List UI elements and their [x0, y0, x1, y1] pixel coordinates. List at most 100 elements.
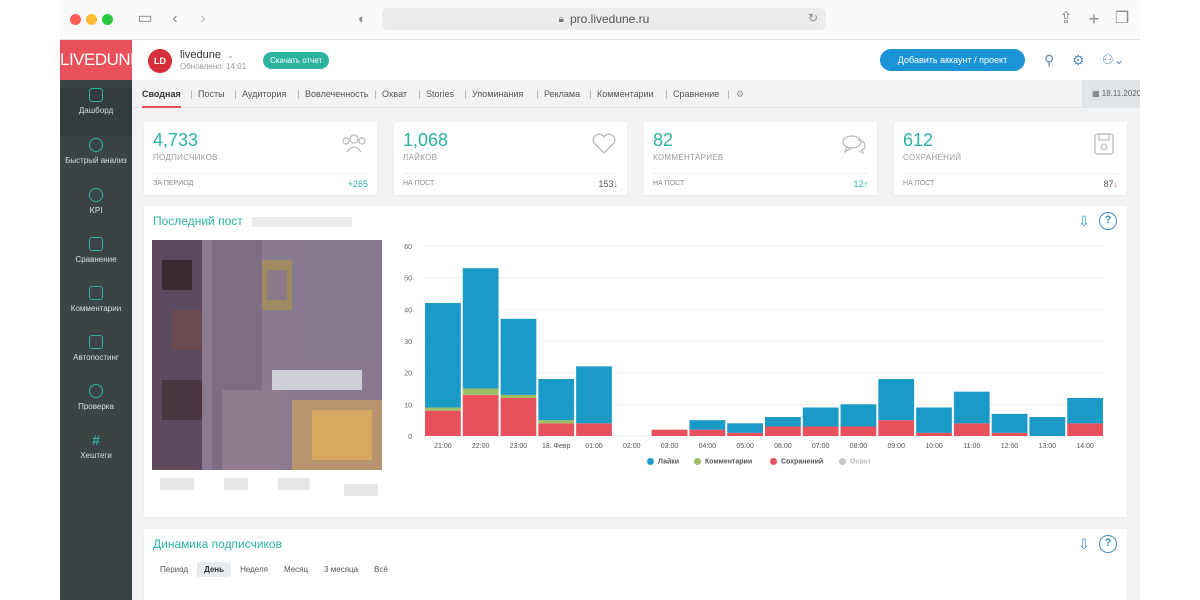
tab-settings-icon[interactable]: ⚙ — [736, 89, 745, 99]
tab-engagement[interactable]: Вовлеченность — [305, 89, 369, 99]
period-3months-button[interactable]: 3 месяца — [324, 564, 359, 574]
app-header: LD livedune ⌄ Обновлено: 14:01 Скачать о… — [132, 40, 1140, 80]
x-tick-label: 01:00 — [585, 443, 603, 450]
tab-ads[interactable]: Реклама — [544, 89, 581, 99]
livedune-logo[interactable]: LIVEDUNE — [60, 40, 142, 80]
sidebar-item-check[interactable]: Проверка — [60, 384, 132, 432]
last-post-panel: Последний пост ⇩ ? — [144, 206, 1127, 517]
tab-summary[interactable]: Сводная — [142, 80, 181, 108]
forward-icon[interactable]: › — [200, 10, 206, 27]
calendar-icon: ▦ — [1092, 89, 1102, 98]
tab-separator — [191, 90, 192, 99]
tab-mentions[interactable]: Упоминания — [472, 89, 524, 99]
legend-comments-label: Комментарии — [705, 458, 753, 466]
check-shield-icon — [89, 384, 103, 398]
help-icon[interactable]: ? — [1099, 535, 1117, 553]
sidebar-item-label: Проверка — [78, 402, 114, 411]
tab-comparison[interactable]: Сравнение — [673, 89, 720, 99]
bar-segment — [538, 379, 575, 421]
divider — [153, 173, 368, 174]
blurred-stat — [344, 484, 378, 496]
user-menu-icon[interactable]: ⚇⌄ — [1102, 52, 1125, 67]
share-icon[interactable]: ⇪ — [1059, 10, 1073, 27]
download-icon[interactable]: ⇩ — [1078, 213, 1090, 229]
chevron-down-icon: ⌄ — [227, 51, 234, 60]
help-icon[interactable]: ? — [1099, 212, 1117, 230]
gear-icon[interactable]: ⚙ — [1072, 52, 1085, 68]
sidebar-item-comments[interactable]: Комментарии — [60, 286, 132, 334]
period-month-button[interactable]: Месяц — [283, 564, 309, 574]
bar-segment — [916, 432, 952, 436]
heart-icon — [592, 133, 616, 154]
x-tick-label: 23:00 — [510, 443, 528, 450]
bar-segment — [802, 407, 839, 427]
x-tick-label: 13:00 — [1039, 443, 1057, 450]
lock-icon: 🔒︎ — [558, 13, 564, 25]
reload-icon[interactable]: ↻ — [807, 11, 818, 25]
sidebar: LIVEDUNE Дашборд Быстрый анализ KPI Срав… — [60, 40, 142, 600]
sidebar-item-comparison[interactable]: Сравнение — [60, 237, 132, 285]
stat-foot-value: 12 — [853, 179, 864, 189]
add-account-button[interactable]: Добавить аккаунт / проект — [880, 49, 1025, 71]
legend-item-reach[interactable]: Охват — [839, 458, 871, 465]
tab-audience[interactable]: Аудитория — [242, 89, 287, 99]
download-icon[interactable]: ⇩ — [1078, 536, 1090, 552]
stat-value: 612 — [903, 130, 934, 150]
tab-comments[interactable]: Комментарии — [597, 89, 654, 99]
sidebar-item-autoposting[interactable]: Автопостинг — [60, 335, 132, 383]
bar-segment — [765, 426, 801, 436]
legend-item-comments[interactable]: Комментарии — [694, 458, 752, 465]
legend-likes-label: Лайки — [658, 458, 680, 466]
comments-icon — [842, 135, 866, 155]
tab-posts[interactable]: Посты — [198, 89, 225, 99]
period-day-button[interactable]: День — [197, 561, 232, 577]
minimize-window-button[interactable] — [86, 14, 97, 25]
sidebar-item-hashtags[interactable]: # Хештеги — [60, 433, 132, 481]
bar-segment — [689, 429, 726, 436]
period-week-button[interactable]: Неделя — [240, 564, 268, 574]
privacy-shield-icon[interactable]: ◐ — [358, 11, 366, 26]
sidebar-toggle-icon[interactable]: ▭ — [137, 10, 153, 27]
bar-segment — [727, 432, 763, 436]
tab-separator — [235, 90, 236, 99]
bar-segment — [840, 426, 877, 436]
sidebar-item-dashboard[interactable]: Дашборд — [60, 88, 132, 136]
back-icon[interactable]: ‹ — [172, 10, 178, 27]
stat-card-saves: 612 СОХРАНЕНИЙ НА ПОСТ 87↓ — [894, 122, 1127, 195]
date-range-picker[interactable]: ▦ 18.11.2020 - 18.02.2021 ⌄ — [1082, 80, 1140, 108]
main-content: 4,733 ПОДПИСЧИКОВ ЗА ПЕРИОД +265 1,068 Л… — [132, 108, 1140, 600]
legend-reach-label: Охват — [850, 458, 871, 466]
bar-segment — [538, 423, 575, 436]
tab-reach[interactable]: Охват — [382, 89, 408, 99]
arrow-up-icon: ↑ — [863, 179, 869, 189]
tab-separator — [419, 90, 420, 99]
sidebar-item-quick-analysis[interactable]: Быстрый анализ — [60, 138, 132, 186]
period-label: Период — [160, 564, 189, 574]
close-window-button[interactable] — [70, 14, 81, 25]
bar-segment — [651, 429, 688, 436]
maximize-window-button[interactable] — [102, 14, 113, 25]
legend-item-likes[interactable]: Лайки — [647, 458, 679, 465]
sidebar-item-kpi[interactable]: KPI — [60, 188, 132, 236]
bar-segment — [500, 394, 537, 398]
period-all-button[interactable]: Всё — [374, 564, 388, 574]
blurred-stat — [224, 478, 248, 490]
account-selector[interactable]: livedune ⌄ — [180, 49, 234, 61]
post-image[interactable] — [152, 240, 382, 470]
x-tick-label: 10:00 — [925, 443, 943, 450]
stat-label: КОММЕНТАРИЕВ — [653, 153, 724, 162]
bar-segment — [878, 420, 915, 436]
new-tab-icon[interactable]: + — [1088, 9, 1100, 29]
download-report-button[interactable]: Скачать отчет — [263, 52, 330, 69]
divider — [653, 173, 868, 174]
x-tick-label: 09:00 — [887, 443, 905, 450]
blurred-stat — [160, 478, 194, 490]
tab-stories[interactable]: Stories — [426, 89, 455, 99]
legend-item-saves[interactable]: Сохранений — [770, 458, 823, 465]
help-icon[interactable]: ⚲ — [1044, 52, 1055, 68]
address-bar[interactable]: 🔒︎ pro.livedune.ru ↻ — [382, 8, 826, 30]
updated-time: Обновлено: 14:01 — [180, 62, 247, 71]
tabs-overview-icon[interactable]: ❐ — [1114, 10, 1130, 27]
bar-segment — [916, 407, 952, 433]
avatar[interactable]: LD — [148, 49, 172, 73]
